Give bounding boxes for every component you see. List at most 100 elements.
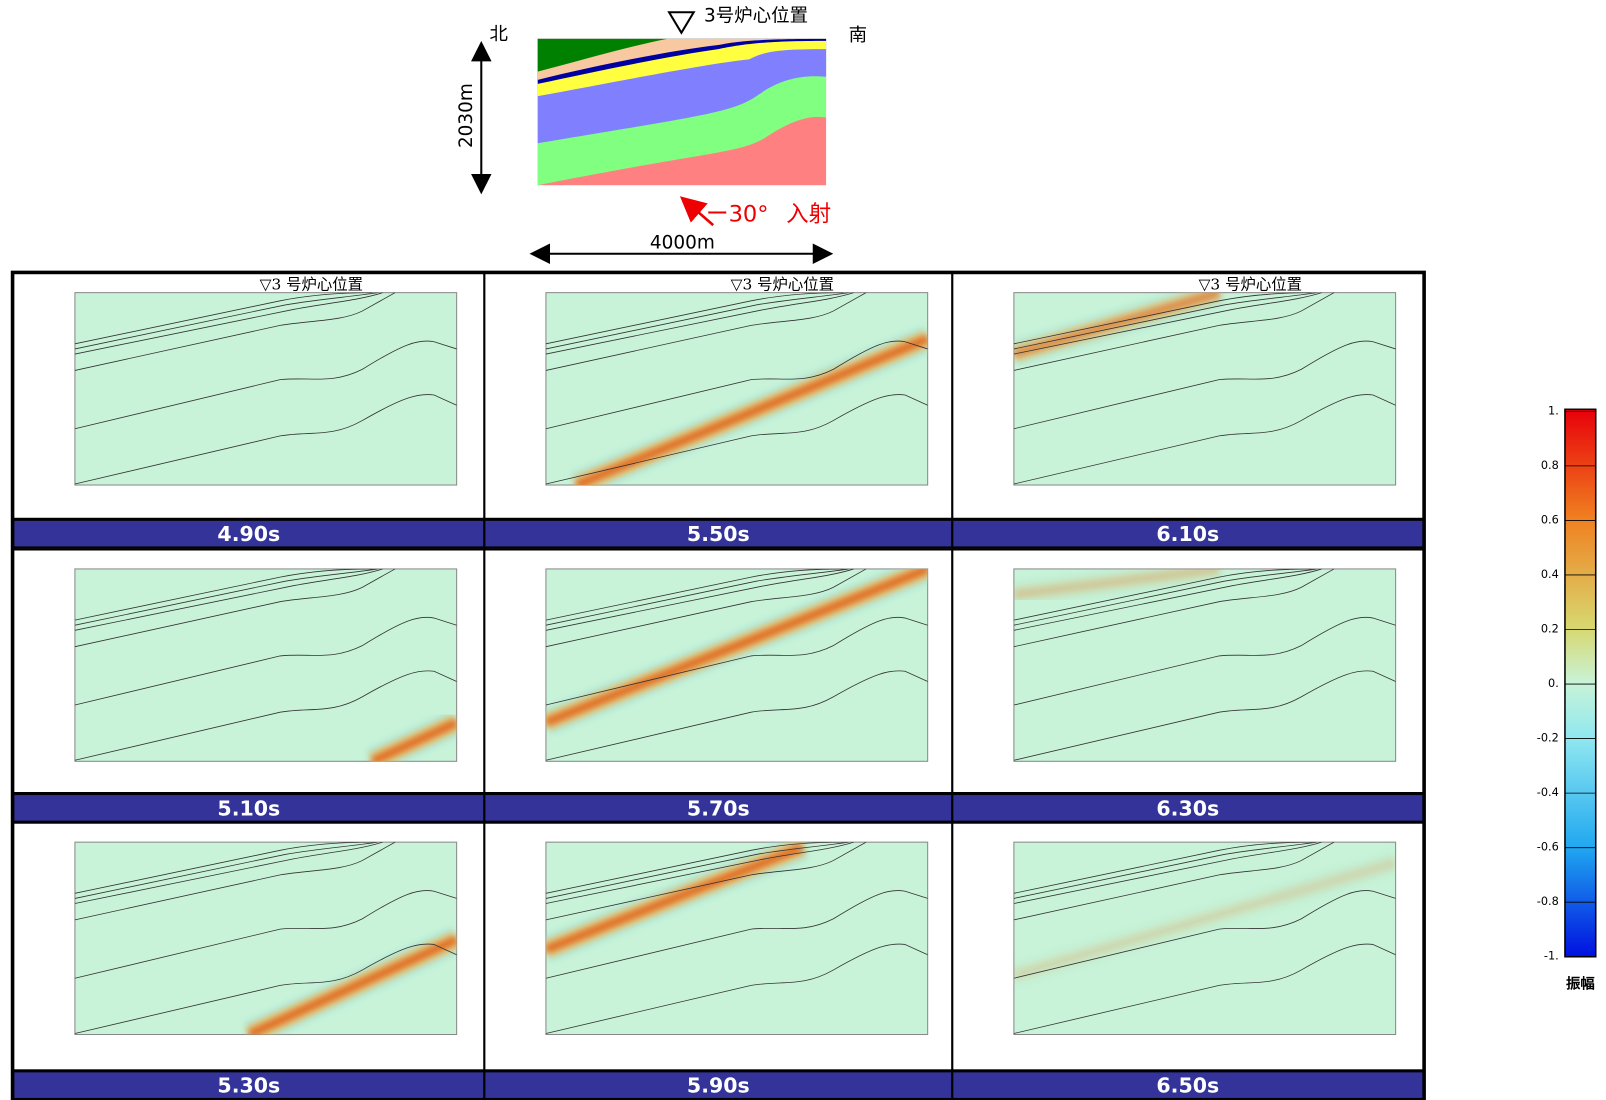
plot-area [74,292,458,486]
layer-boundary [545,616,928,706]
time-label: 6.10s [1156,522,1219,546]
time-bar [483,793,954,823]
layer-boundary [1013,394,1396,485]
time-label: 5.10s [217,796,280,820]
time-label: 6.50s [1156,1074,1219,1098]
wave-field [1013,842,1396,1034]
wave-field [74,568,457,762]
width-label: 4000m [650,233,715,254]
wave-field [545,842,928,1034]
layer-boundary [74,568,396,648]
layer-boundary [545,890,928,979]
layer-boundary [545,340,928,430]
layer-boundary [74,292,378,350]
south-label: 南 [849,25,867,46]
wave-core [545,568,928,727]
wave-field [545,568,928,761]
wave-core [1013,568,1220,599]
site-marker: ▽3 号炉心位置 [260,276,363,294]
time-bar [951,1070,1425,1100]
layer-boundary [545,292,849,350]
plot-area [1013,568,1397,762]
colorbar-tick-label: 0.4 [1541,568,1559,581]
incidence-label: 入射 [786,201,831,227]
layer-boundary [545,568,854,631]
layer-boundary [1013,292,1312,345]
time-label: 5.30s [217,1074,280,1098]
layer-boundary [545,292,844,345]
layer-boundary [74,943,457,1034]
time-label: 5.50s [687,522,750,546]
site-marker: ▽3 号炉心位置 [731,276,834,294]
plot-area [74,568,458,762]
site-marker: ▽3 号炉心位置 [1199,276,1302,294]
layer-boundary [545,842,867,921]
colorbar-tick-label: -0.2 [1537,732,1559,745]
wave-core [575,334,928,486]
time-label: 5.70s [687,796,750,820]
layer-boundary [74,890,457,979]
wave-field [74,292,457,485]
time-label: 6.30s [1156,796,1219,820]
depth-label: 2030m [456,83,477,148]
layer-boundary [1013,670,1396,761]
north-label: 北 [490,24,508,45]
site-label: 3号炉心位置 [704,5,808,26]
layer-boundary [545,568,867,648]
layer-boundary [74,670,457,761]
time-bar [951,793,1425,823]
layer-boundary [74,292,383,355]
wave-core [545,843,805,954]
layer-boundary [1013,292,1317,350]
layer-boundary [1013,842,1322,904]
plot-area [74,841,458,1036]
layer-boundary [74,842,378,899]
time-bar [951,518,1425,549]
layer-boundary [545,842,854,904]
layer-boundary [74,842,373,894]
colorbar-tick-label: 0.2 [1541,623,1559,636]
wave-field [1013,292,1396,485]
colorbar-tick-label: 0.6 [1541,513,1559,526]
layer-boundary [545,842,849,899]
plot-area [545,292,929,486]
wave-field [74,842,457,1035]
layer-boundary [1013,943,1396,1034]
panels: ▽3 号炉心位置 4.90s ▽3 号炉心位置 5.50s ▽3 号炉心位置 6.10s 5… [12,272,1425,1100]
layer-boundary [1013,890,1396,979]
time-label: 4.90s [217,522,280,546]
layer-boundary [545,943,928,1034]
wave-field [545,292,928,486]
layer-boundary [545,394,928,485]
time-bar [483,1070,954,1100]
colorbar-tick-label: 0.8 [1541,459,1559,472]
colorbar-tick-label: -0.4 [1537,786,1559,799]
layer-boundary [74,394,457,485]
colorbar: 振幅 1. 0.8 0.6 0.4 0.2 0. -0.2 -0.4 -0.6 -0.8 -1. [1537,404,1597,992]
colorbar-tick-label: -0.8 [1537,895,1559,908]
layer-boundary [74,568,373,621]
layer-boundary [74,842,383,904]
layer-boundary [1013,842,1335,921]
layer-boundary [1013,616,1396,706]
time-bar [12,518,486,549]
layer-boundary [1013,568,1322,631]
layer-boundary [1013,568,1335,648]
wave-core [370,718,457,762]
layer-boundary [1013,292,1322,355]
layer-boundary [1013,568,1317,626]
layer-boundary [74,340,457,430]
colorbar-tick-label: 1. [1548,404,1559,417]
layer-boundary [545,568,844,621]
layer-boundary [545,670,928,761]
schematic: 3号炉心位置 北 南 2030m 4000m ー30° 入射 [456,5,867,264]
layer-boundary [545,568,849,626]
layer-boundary [1013,292,1335,371]
colorbar-tick-label: 0. [1548,677,1559,690]
layer-boundary [1013,842,1317,899]
layer-boundary [74,616,457,706]
layer-boundary [1013,842,1312,894]
colorbar-tick-label: -0.6 [1537,841,1559,854]
layer-boundary [545,292,867,371]
